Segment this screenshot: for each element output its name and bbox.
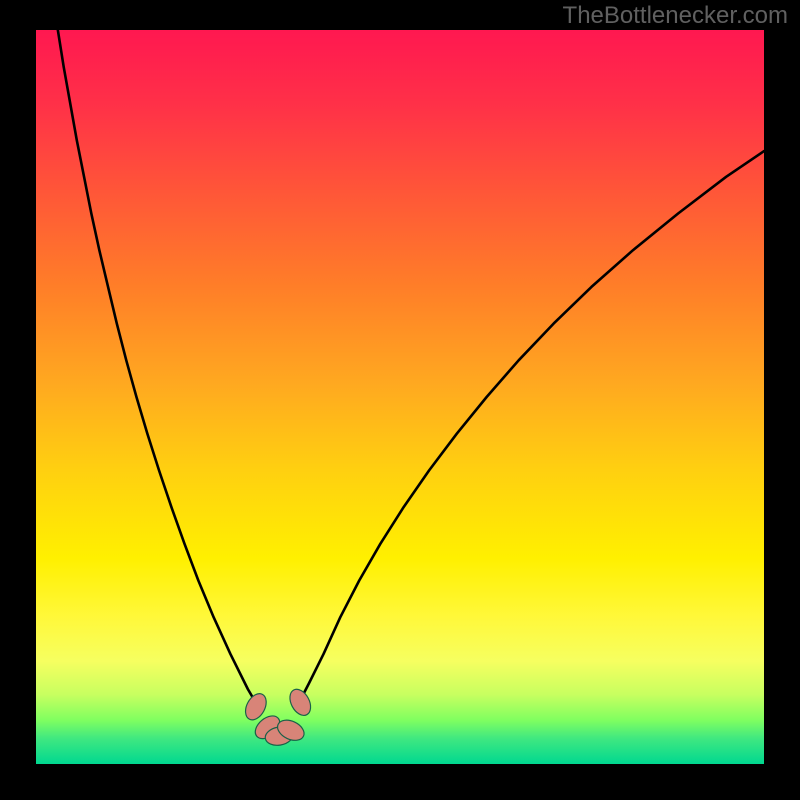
bottleneck-chart: TheBottlenecker.com — [0, 0, 800, 800]
plot-area — [36, 30, 764, 764]
watermark-text: TheBottlenecker.com — [563, 2, 788, 30]
gradient-background — [36, 30, 764, 764]
